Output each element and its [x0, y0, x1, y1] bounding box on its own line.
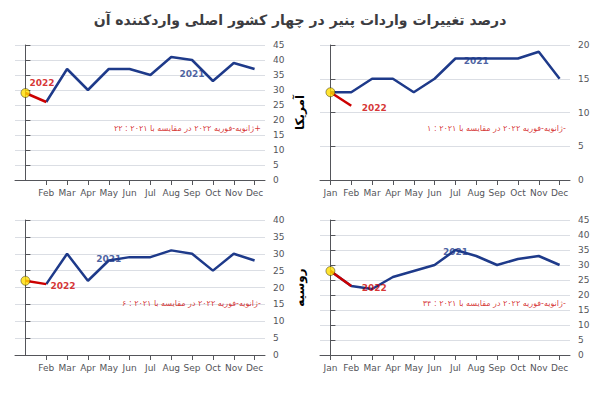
- svg-text:آمریکا: آمریکا: [292, 94, 307, 130]
- svg-text:30: 30: [273, 249, 285, 259]
- svg-text:10: 10: [273, 145, 285, 155]
- svg-text:May: May: [404, 188, 423, 198]
- svg-text:Oct: Oct: [510, 363, 526, 373]
- svg-text:ژانویه-فوریه ۲۰۲۲ در مقایسه با: ژانویه-فوریه ۲۰۲۲ در مقایسه با ۲۰۲۱ : ۱-: [427, 124, 566, 133]
- svg-text:روسیه: روسیه: [293, 268, 308, 306]
- svg-text:15: 15: [273, 130, 284, 140]
- svg-text:Feb: Feb: [343, 188, 359, 198]
- svg-text:Aug: Aug: [467, 188, 485, 198]
- svg-text:15: 15: [273, 299, 284, 309]
- svg-text:15: 15: [578, 305, 589, 315]
- svg-text:Oct: Oct: [205, 363, 221, 373]
- svg-text:25: 25: [578, 275, 589, 285]
- svg-text:Jun: Jun: [122, 363, 137, 373]
- svg-text:Sep: Sep: [489, 363, 506, 373]
- svg-text:35: 35: [273, 232, 284, 242]
- svg-text:Oct: Oct: [510, 188, 526, 198]
- svg-text:2022: 2022: [50, 281, 75, 291]
- svg-text:2022: 2022: [362, 283, 387, 293]
- svg-text:Mar: Mar: [364, 363, 381, 373]
- svg-text:Jun: Jun: [427, 188, 442, 198]
- svg-text:Nov: Nov: [225, 363, 243, 373]
- svg-text:May: May: [404, 363, 423, 373]
- svg-text:Apr: Apr: [385, 363, 401, 373]
- svg-text:Apr: Apr: [80, 188, 96, 198]
- svg-text:Feb: Feb: [38, 363, 54, 373]
- svg-text:35: 35: [578, 245, 589, 255]
- svg-text:Sep: Sep: [489, 188, 506, 198]
- svg-text:30: 30: [578, 260, 590, 270]
- svg-text:ژانویه-فوریه ۲۰۲۲ در مقایسه با: ژانویه-فوریه ۲۰۲۲ در مقایسه با ۲۰۲۱ : ۲۲…: [114, 124, 261, 133]
- svg-text:May: May: [99, 188, 118, 198]
- svg-text:20: 20: [273, 283, 285, 293]
- svg-text:Feb: Feb: [38, 188, 54, 198]
- svg-text:Aug: Aug: [162, 363, 180, 373]
- svg-text:2022: 2022: [30, 78, 55, 88]
- svg-text:Jun: Jun: [122, 188, 137, 198]
- svg-text:Jul: Jul: [144, 188, 156, 198]
- svg-text:2021: 2021: [443, 247, 468, 257]
- svg-text:20: 20: [578, 40, 590, 50]
- svg-text:Mar: Mar: [364, 188, 381, 198]
- svg-text:Dec: Dec: [551, 188, 568, 198]
- svg-text:15: 15: [578, 74, 589, 84]
- svg-text:Jul: Jul: [144, 363, 156, 373]
- svg-text:45: 45: [578, 215, 589, 225]
- svg-text:10: 10: [273, 316, 285, 326]
- svg-text:5: 5: [578, 141, 584, 151]
- svg-text:Feb: Feb: [343, 363, 359, 373]
- svg-text:2021: 2021: [96, 254, 121, 264]
- svg-text:10: 10: [578, 108, 590, 118]
- svg-text:Nov: Nov: [530, 363, 548, 373]
- svg-text:Apr: Apr: [80, 363, 96, 373]
- svg-text:10: 10: [578, 320, 590, 330]
- svg-text:Jan: Jan: [322, 188, 337, 198]
- svg-text:5: 5: [273, 160, 279, 170]
- svg-text:5: 5: [578, 335, 584, 345]
- svg-text:Aug: Aug: [162, 188, 180, 198]
- svg-text:Apr: Apr: [385, 188, 401, 198]
- svg-text:ژانویه-فوریه ۲۰۲۲ در مقایسه با: ژانویه-فوریه ۲۰۲۲ در مقایسه با ۲۰۲۱ : ۳۴…: [423, 299, 566, 308]
- svg-text:Sep: Sep: [184, 188, 201, 198]
- svg-text:40: 40: [578, 230, 590, 240]
- svg-text:20: 20: [578, 290, 590, 300]
- svg-text:0: 0: [273, 350, 279, 360]
- svg-text:25: 25: [273, 100, 284, 110]
- svg-text:40: 40: [273, 215, 285, 225]
- svg-text:Mar: Mar: [59, 188, 76, 198]
- svg-text:45: 45: [273, 40, 284, 50]
- svg-text:Jun: Jun: [427, 363, 442, 373]
- svg-text:Nov: Nov: [530, 188, 548, 198]
- svg-text:Jul: Jul: [449, 363, 461, 373]
- svg-text:40: 40: [273, 55, 285, 65]
- svg-text:Sep: Sep: [184, 363, 201, 373]
- svg-text:2021: 2021: [464, 56, 489, 66]
- svg-text:0: 0: [273, 175, 279, 185]
- svg-text:ژانویه-فوریه ۲۰۲۲ در مقایسه با: ژانویه-فوریه ۲۰۲۲ در مقایسه با ۲۰۲۱ : ۶-: [122, 299, 261, 308]
- svg-text:2021: 2021: [180, 69, 205, 79]
- svg-text:Mar: Mar: [59, 363, 76, 373]
- svg-text:Jul: Jul: [449, 188, 461, 198]
- svg-text:May: May: [99, 363, 118, 373]
- svg-text:درصد تغییرات واردات پنیر در چه: درصد تغییرات واردات پنیر در چهار کشور اص…: [94, 11, 507, 29]
- svg-text:Nov: Nov: [225, 188, 243, 198]
- svg-text:Dec: Dec: [246, 188, 263, 198]
- svg-text:30: 30: [273, 85, 285, 95]
- svg-text:2022: 2022: [362, 103, 387, 113]
- svg-text:Dec: Dec: [551, 363, 568, 373]
- svg-text:Oct: Oct: [205, 188, 221, 198]
- svg-text:25: 25: [273, 266, 284, 276]
- svg-text:35: 35: [273, 70, 284, 80]
- svg-text:0: 0: [578, 175, 584, 185]
- svg-text:Dec: Dec: [246, 363, 263, 373]
- svg-text:Jan: Jan: [322, 363, 337, 373]
- svg-text:20: 20: [273, 115, 285, 125]
- svg-text:Aug: Aug: [467, 363, 485, 373]
- svg-text:5: 5: [273, 333, 279, 343]
- svg-text:0: 0: [578, 350, 584, 360]
